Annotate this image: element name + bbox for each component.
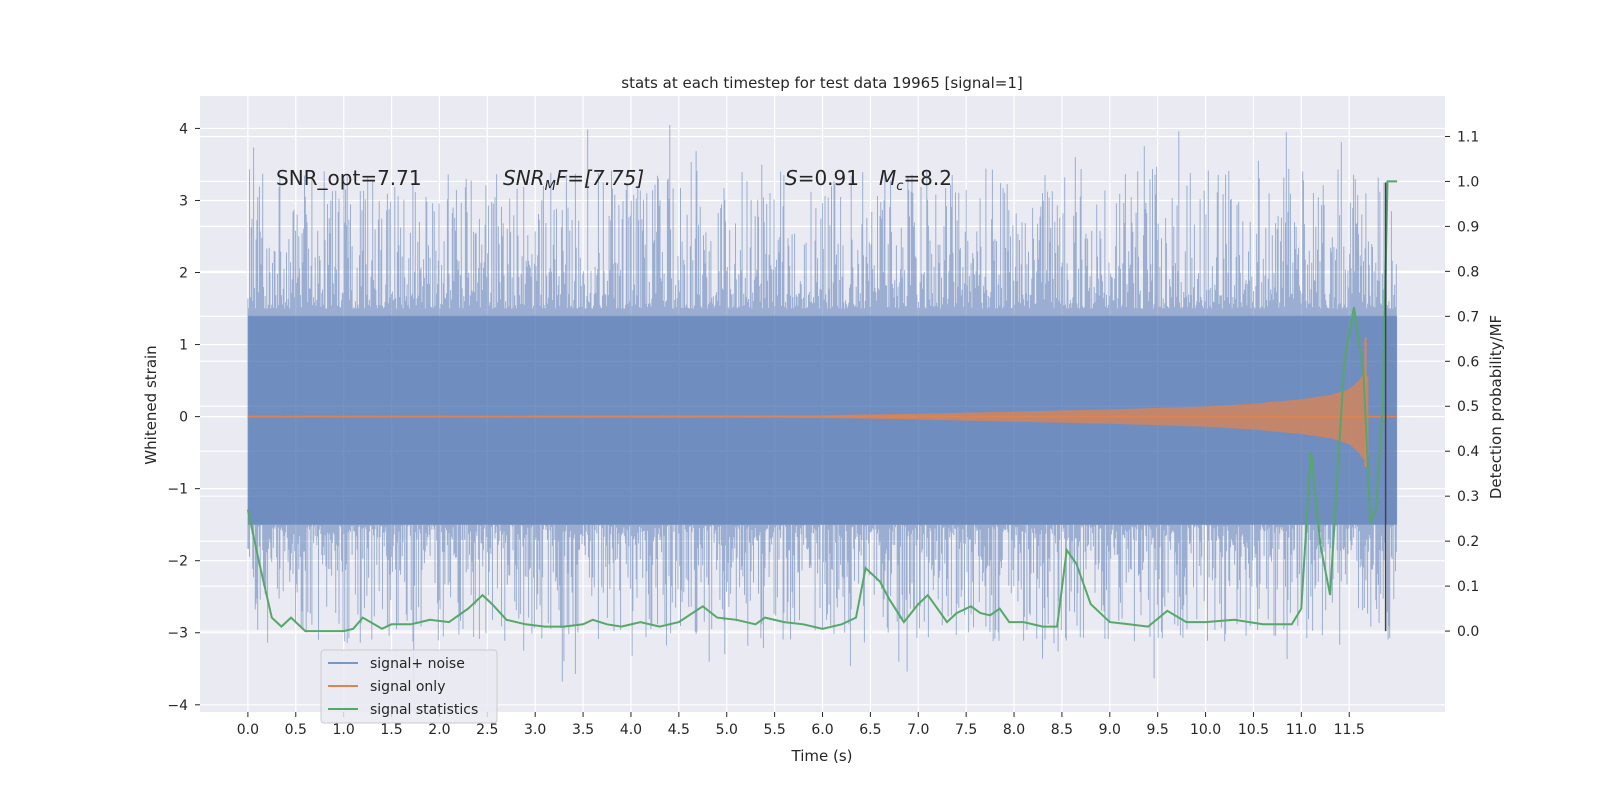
y-tick-label-left: −1 — [167, 482, 188, 498]
x-tick-label: 8.0 — [1003, 722, 1025, 738]
y-tick-label-right: 1.1 — [1457, 129, 1479, 145]
y-tick-label-right: 0.0 — [1457, 624, 1479, 640]
x-tick-label: 4.5 — [668, 722, 690, 738]
y-tick-label-left: 4 — [179, 121, 188, 137]
annotation-snr-mf-base: SNR — [503, 166, 545, 190]
y-tick-label-left: 0 — [179, 410, 188, 426]
x-tick-label: 3.0 — [524, 722, 546, 738]
annotation-snr-mf-sub: M — [545, 179, 556, 194]
x-tick-label: 7.5 — [955, 722, 977, 738]
x-tick-label: 1.5 — [380, 722, 402, 738]
signal-statistics-line — [246, 180, 1398, 633]
annotation-mc-sub: c — [896, 179, 903, 194]
series-signal-statistics — [246, 180, 1398, 633]
y-tick-label-right: 0.5 — [1457, 399, 1479, 415]
y-tick-label-right: 0.2 — [1457, 534, 1479, 550]
x-tick-label: 3.5 — [572, 722, 594, 738]
y-tick-label-right: 0.8 — [1457, 264, 1479, 280]
y-tick-label-right: 0.6 — [1457, 354, 1479, 370]
x-tick-label: 10.0 — [1190, 722, 1221, 738]
y-axis-label-left: Whitened strain — [142, 345, 160, 464]
y-tick-label-left: −2 — [167, 554, 188, 570]
y-axis-label-right: Detection probability/MF — [1487, 315, 1505, 499]
y-tick-label-left: 2 — [179, 266, 188, 282]
y-tick-label-left: −3 — [167, 626, 188, 642]
legend-label-signal-only: signal only — [370, 679, 445, 695]
x-tick-label: 4.0 — [620, 722, 642, 738]
x-tick-label: 9.0 — [1099, 722, 1121, 738]
annotation-snr-mf-rest: F=[7.75] — [556, 166, 644, 190]
legend-label-signal-statistics: signal statistics — [370, 702, 478, 718]
legend-label-signal-noise: signal+ noise — [370, 656, 465, 672]
x-tick-label: 0.5 — [285, 722, 307, 738]
x-tick-label: 7.0 — [907, 722, 929, 738]
x-tick-label: 8.5 — [1051, 722, 1073, 738]
x-tick-label: 2.0 — [428, 722, 450, 738]
annotation-mc-symbol: M — [879, 166, 896, 190]
annotation-snr-opt: SNR_opt=7.71 — [276, 166, 422, 190]
chart-title: stats at each timestep for test data 199… — [621, 74, 1022, 92]
annotations: SNR_opt=7.71 SNRMF=[7.75] S=0.91 Mc=8.2 — [276, 166, 952, 194]
y-tick-label-left: −4 — [167, 698, 188, 714]
x-tick-label: 2.5 — [476, 722, 498, 738]
annotation-mc: Mc=8.2 — [879, 166, 952, 194]
y-tick-label-right: 0.4 — [1457, 444, 1479, 460]
x-tick-label: 9.5 — [1147, 722, 1169, 738]
x-tick-label: 6.5 — [859, 722, 881, 738]
x-axis-label: Time (s) — [791, 747, 853, 765]
y-tick-label-right: 0.7 — [1457, 309, 1479, 325]
x-tick-label: 11.5 — [1334, 722, 1365, 738]
x-tick-label: 1.0 — [333, 722, 355, 738]
annotation-snr-mf: SNRMF=[7.75] — [503, 166, 644, 194]
legend: signal+ noise signal only signal statist… — [320, 649, 498, 724]
annotation-s-value: =0.91 — [798, 166, 859, 190]
noise-trace — [247, 125, 1397, 683]
x-tick-label: 10.5 — [1238, 722, 1269, 738]
annotation-s-symbol: S — [785, 166, 798, 190]
y-tick-label-right: 0.1 — [1457, 579, 1479, 595]
x-tick-label: 0.0 — [237, 722, 259, 738]
y-tick-label-left: 3 — [179, 193, 188, 209]
x-tick-label: 11.0 — [1286, 722, 1317, 738]
x-tick-label: 5.0 — [716, 722, 738, 738]
y-tick-label-left: 1 — [179, 338, 188, 354]
x-tick-label: 6.0 — [811, 722, 833, 738]
annotation-mc-value: =8.2 — [903, 166, 952, 190]
y-tick-label-right: 0.3 — [1457, 489, 1479, 505]
x-tick-label: 5.5 — [763, 722, 785, 738]
y-tick-label-right: 1.0 — [1457, 174, 1479, 190]
y-tick-label-right: 0.9 — [1457, 219, 1479, 235]
legend-box — [320, 649, 498, 724]
axis-ticks: 0.0 0.5 1.0 1.5 2.0 2.5 3.0 3.5 4.0 4.5 5.0 5.5 6.0 6… — [167, 121, 1479, 738]
annotation-s: S=0.91 — [785, 166, 859, 190]
